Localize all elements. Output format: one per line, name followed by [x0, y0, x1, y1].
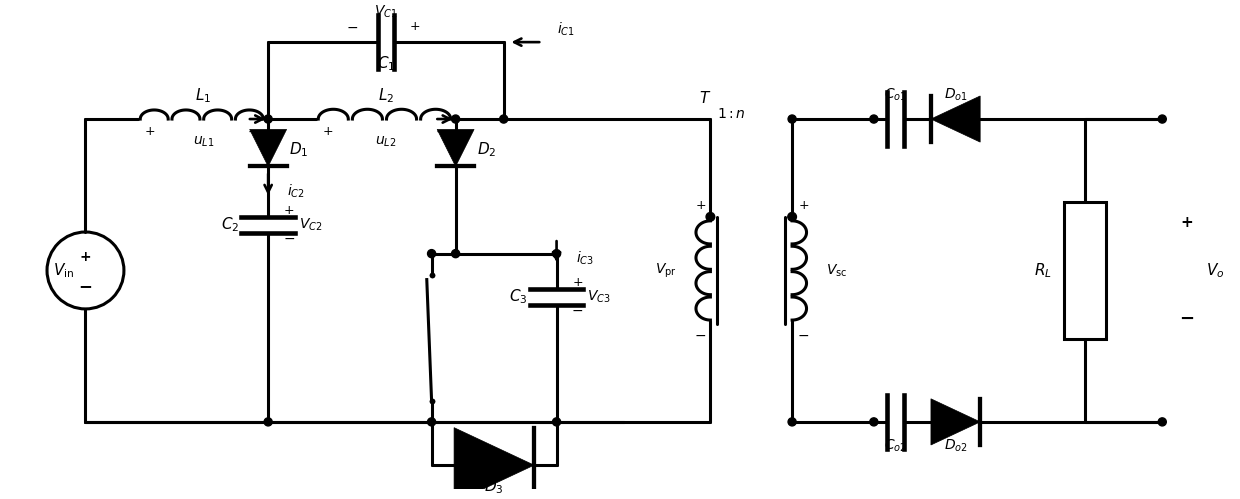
Text: $D_3$: $D_3$ [485, 477, 503, 496]
Polygon shape [249, 129, 286, 166]
Text: $L_1$: $L_1$ [195, 87, 211, 105]
Circle shape [500, 115, 507, 123]
Text: +: + [696, 199, 706, 212]
Polygon shape [931, 399, 980, 445]
Text: $V_o$: $V_o$ [1205, 261, 1224, 280]
Text: $u_{L1}$: $u_{L1}$ [192, 135, 215, 149]
Circle shape [869, 418, 878, 426]
Polygon shape [454, 428, 534, 499]
Circle shape [553, 418, 560, 426]
Text: $V_{C2}$: $V_{C2}$ [299, 217, 322, 233]
Text: +: + [79, 250, 92, 264]
Text: $L_2$: $L_2$ [378, 87, 394, 105]
Text: $C_3$: $C_3$ [510, 287, 528, 306]
Text: $V_{\rm in}$: $V_{\rm in}$ [52, 261, 74, 280]
Polygon shape [438, 129, 474, 166]
Circle shape [428, 250, 435, 257]
Circle shape [1158, 418, 1167, 426]
Text: $i_{C3}$: $i_{C3}$ [575, 250, 594, 267]
Circle shape [787, 213, 796, 221]
Circle shape [428, 418, 435, 426]
Circle shape [451, 115, 460, 123]
Text: −: − [346, 20, 358, 35]
Text: −: − [797, 329, 810, 343]
Circle shape [553, 250, 560, 257]
Text: $D_{o2}$: $D_{o2}$ [944, 438, 967, 454]
Text: $i_{C1}$: $i_{C1}$ [557, 21, 574, 38]
Text: $C_{o1}$: $C_{o1}$ [884, 87, 906, 103]
Text: $i_{C2}$: $i_{C2}$ [288, 183, 305, 200]
Text: −: − [1179, 309, 1194, 327]
Text: $V_{C3}$: $V_{C3}$ [588, 289, 611, 305]
Text: $D_1$: $D_1$ [289, 140, 309, 159]
Text: +: + [284, 204, 295, 217]
Text: $D_2$: $D_2$ [476, 140, 496, 159]
Text: −: − [248, 125, 259, 139]
Text: $C_1$: $C_1$ [377, 54, 396, 73]
Text: $C_2$: $C_2$ [221, 216, 239, 234]
Circle shape [789, 115, 796, 123]
Text: +: + [1180, 215, 1193, 230]
Circle shape [789, 418, 796, 426]
Text: +: + [322, 125, 334, 138]
Circle shape [264, 418, 273, 426]
Text: −: − [435, 125, 446, 139]
Text: $T$: $T$ [699, 90, 712, 106]
Text: $C_{o2}$: $C_{o2}$ [884, 438, 906, 454]
Circle shape [451, 250, 460, 257]
Circle shape [1158, 115, 1167, 123]
Text: +: + [799, 199, 808, 212]
Text: $V_{\rm sc}$: $V_{\rm sc}$ [826, 262, 847, 278]
Text: $1:n$: $1:n$ [717, 107, 746, 121]
Text: −: − [694, 329, 707, 343]
Text: −: − [78, 277, 93, 295]
Bar [1064, 202, 1106, 339]
Circle shape [869, 115, 878, 123]
Polygon shape [931, 96, 980, 142]
Text: $D_{o1}$: $D_{o1}$ [944, 87, 967, 103]
Text: $R_L$: $R_L$ [1034, 261, 1052, 280]
Text: −: − [284, 232, 295, 246]
Text: +: + [573, 276, 583, 289]
Text: $u_{L2}$: $u_{L2}$ [376, 135, 397, 149]
Text: $V_{C1}$: $V_{C1}$ [374, 3, 398, 19]
Circle shape [264, 115, 273, 123]
Text: $V_{\rm pr}$: $V_{\rm pr}$ [655, 261, 677, 279]
Text: −: − [572, 304, 584, 318]
Text: +: + [145, 125, 155, 138]
Circle shape [706, 213, 714, 221]
Text: +: + [409, 20, 420, 33]
